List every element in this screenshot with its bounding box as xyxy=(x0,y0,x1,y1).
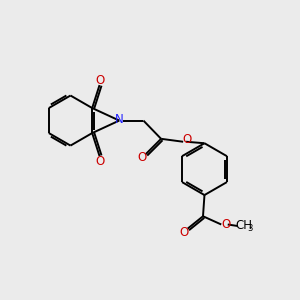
Text: O: O xyxy=(95,154,104,167)
Text: O: O xyxy=(179,226,188,239)
Text: O: O xyxy=(137,152,147,164)
Text: N: N xyxy=(115,113,124,127)
Text: O: O xyxy=(183,133,192,146)
Text: O: O xyxy=(222,218,231,231)
Text: CH: CH xyxy=(236,220,253,232)
Text: O: O xyxy=(95,74,104,87)
Text: 3: 3 xyxy=(248,224,253,232)
